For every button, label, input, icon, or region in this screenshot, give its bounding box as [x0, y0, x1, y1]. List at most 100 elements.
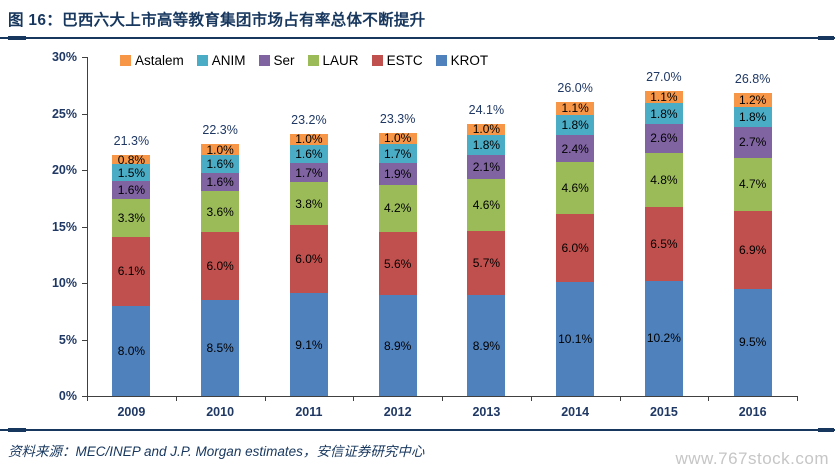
bar-segment — [201, 191, 240, 233]
bar-segment — [733, 127, 772, 158]
bar-segment — [289, 145, 328, 164]
x-axis-label: 2014 — [561, 405, 590, 419]
bar-segment — [556, 162, 595, 215]
legend-item: KROT — [435, 53, 488, 68]
segment-label: 4.6% — [561, 181, 589, 196]
total-label: 26.8% — [734, 72, 771, 87]
bar-segment — [644, 90, 683, 104]
bar-segment — [289, 163, 328, 183]
segment-label: 3.6% — [206, 204, 234, 219]
total-label: 23.2% — [291, 112, 327, 127]
bar-segment — [556, 281, 595, 396]
bar-segment — [112, 236, 151, 306]
segment-label: 1.0% — [295, 132, 323, 147]
page-title: 巴西六大上市高等教育集团市场占有率总体不断提升 — [62, 12, 426, 29]
legend-swatch-icon — [258, 55, 270, 66]
bar-segment — [378, 232, 417, 296]
bar-segment — [201, 173, 240, 192]
bar-segment — [112, 164, 151, 182]
chart-legend: Astalem ANIM Ser LAUR ESTC KROT — [120, 53, 488, 68]
bar-segment — [733, 93, 772, 107]
y-axis-line — [87, 57, 88, 396]
segment-label: 10.2% — [646, 331, 681, 346]
legend-item: Ser — [258, 53, 295, 68]
header-rule-line — [0, 37, 835, 39]
bar-segment — [467, 155, 506, 180]
x-axis-label: 2016 — [738, 405, 767, 419]
segment-label: 4.8% — [650, 173, 678, 188]
bar-segment — [644, 123, 683, 154]
bar-segment — [112, 305, 151, 396]
legend-item: ESTC — [371, 53, 423, 68]
bar-segment — [467, 179, 506, 231]
segment-label: 9.1% — [295, 337, 323, 352]
bar-segment — [467, 123, 506, 135]
bar-segment — [644, 153, 683, 208]
segment-label: 1.8% — [561, 117, 589, 132]
y-tick — [82, 57, 87, 58]
bar-segment — [733, 157, 772, 211]
y-tick — [82, 339, 87, 341]
bar-segment — [201, 299, 240, 396]
bar-segment — [112, 155, 151, 165]
legend-item: ANIM — [196, 53, 246, 68]
segment-label: 4.2% — [383, 201, 412, 216]
legend-label: LAUR — [322, 53, 359, 68]
segment-label: 8.9% — [472, 338, 501, 353]
segment-label: 2.4% — [561, 141, 589, 156]
x-tick — [264, 396, 266, 401]
header-rule-right-cap — [818, 36, 834, 40]
segment-label: 1.8% — [738, 109, 767, 124]
x-axis-label: 2011 — [295, 405, 323, 419]
segment-label: 1.2% — [738, 92, 767, 107]
segment-label: 8.9% — [383, 338, 412, 353]
total-label: 27.0% — [646, 69, 682, 84]
header-rule-left-cap — [8, 36, 26, 40]
bar-segment — [467, 295, 506, 396]
segment-label: 1.6% — [206, 157, 234, 172]
bar-segment — [378, 184, 417, 233]
bar-segment — [556, 214, 595, 282]
footer-rule-left-cap — [8, 428, 26, 432]
segment-label: 2.6% — [650, 131, 678, 146]
segment-label: 4.6% — [472, 198, 501, 213]
segment-label: 1.5% — [117, 165, 146, 180]
total-label: 21.3% — [113, 134, 150, 149]
segment-label: 1.6% — [206, 175, 234, 190]
y-axis-label: 25% — [51, 106, 77, 121]
legend-label: ESTC — [386, 53, 423, 68]
source-note: 资料来源：MEC/INEP and J.P. Morgan estimates，… — [8, 444, 425, 459]
segment-label: 1.1% — [650, 90, 678, 105]
x-axis-label: 2010 — [206, 405, 235, 419]
bar-segment — [556, 102, 595, 115]
bar-segment — [112, 181, 151, 200]
segment-label: 1.0% — [206, 142, 234, 157]
footer-rule — [0, 428, 835, 432]
total-label: 24.1% — [468, 102, 505, 117]
header-rule — [0, 36, 835, 40]
chart-header: 图 16：巴西六大上市高等教育集团市场占有率总体不断提升 — [8, 8, 828, 30]
y-axis-label: 20% — [51, 163, 77, 177]
watermark: www.767stock.com — [675, 449, 829, 468]
bar-segment — [733, 288, 772, 396]
segment-label: 1.7% — [383, 146, 412, 161]
bar-segment — [201, 232, 240, 300]
bar-segment — [644, 207, 683, 281]
x-tick — [442, 396, 443, 401]
bar-segment — [467, 231, 506, 296]
y-tick — [82, 396, 87, 397]
legend-swatch-icon — [196, 55, 208, 66]
footer-rule-right-cap — [818, 428, 834, 432]
segment-label: 6.0% — [561, 240, 589, 255]
segment-label: 0.8% — [117, 152, 146, 167]
y-axis-label: 15% — [51, 219, 77, 234]
y-axis-label: 5% — [58, 332, 77, 347]
segment-label: 1.1% — [561, 101, 589, 116]
x-tick — [530, 396, 532, 401]
legend-label: ANIM — [211, 53, 246, 68]
segment-label: 3.3% — [117, 211, 146, 226]
bar-segment — [289, 133, 328, 146]
segment-label: 5.7% — [472, 256, 501, 271]
segment-label: 6.5% — [650, 237, 678, 251]
